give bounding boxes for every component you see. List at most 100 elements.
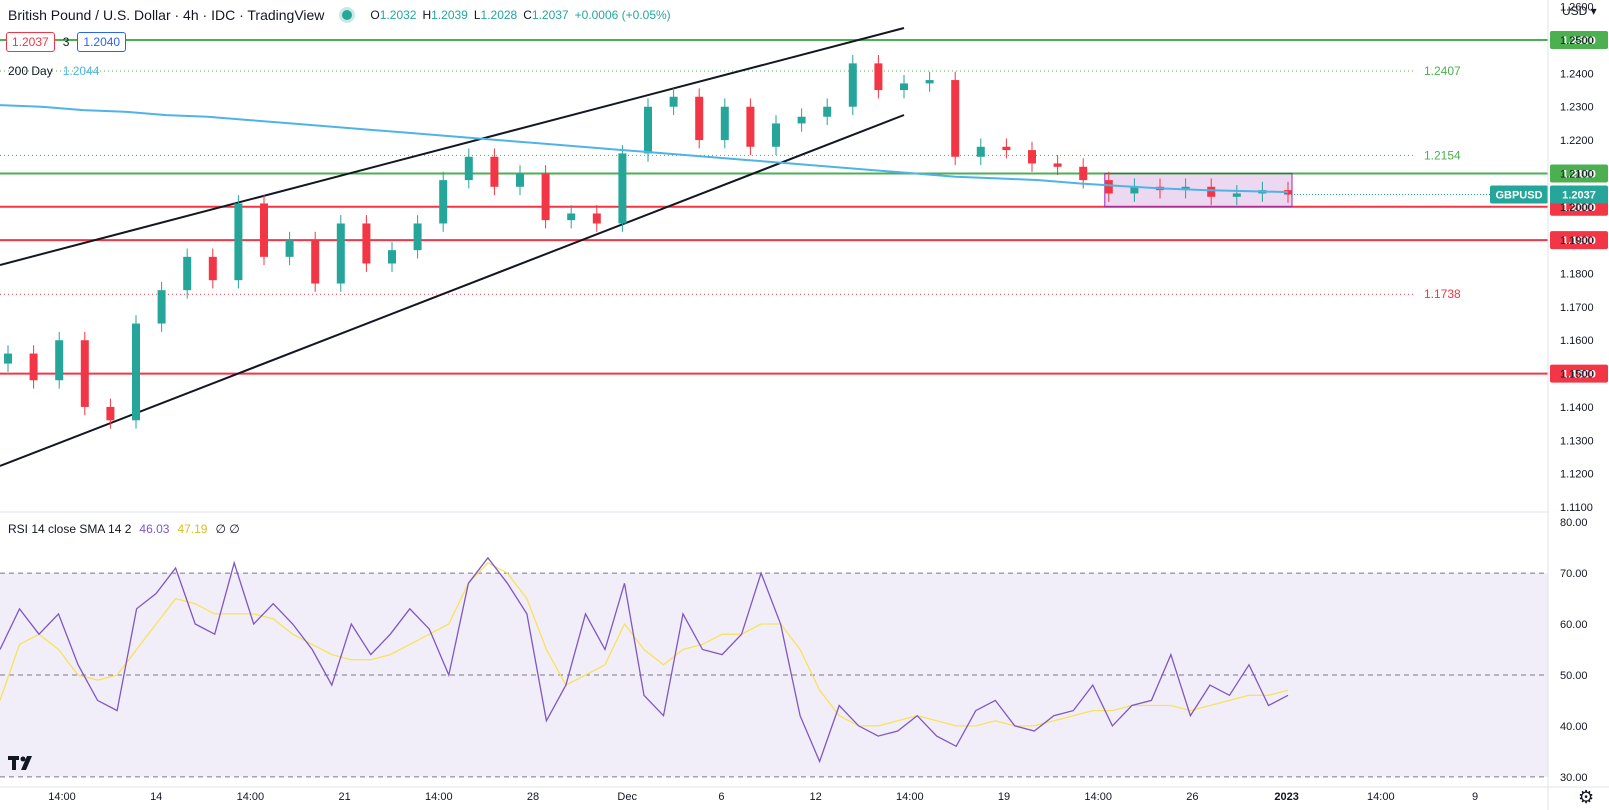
candle-body (157, 290, 166, 324)
candle-body (592, 213, 601, 224)
candle-body (106, 406, 115, 421)
candle-body (464, 156, 473, 181)
trade-badges: 1.2037 3 1.2040 (6, 32, 127, 52)
price-tick-label: 1.1200 (1560, 469, 1594, 481)
sell-button[interactable]: 1.2037 (6, 32, 55, 52)
candle-body (132, 323, 140, 421)
rsi-tick-label: 60.00 (1560, 619, 1588, 631)
price-tick-label: 1.1500 (1560, 369, 1594, 381)
time-tick-label: 19 (998, 791, 1010, 803)
candle-body (976, 146, 985, 157)
ohlc-high: H1.2039 (422, 8, 468, 22)
dotted-level-label: 1.2154 (1424, 148, 1461, 162)
candle-body (1130, 186, 1139, 194)
rsi-sma-line (0, 562, 1289, 727)
rsi-value: 46.03 (139, 522, 170, 536)
gear-icon[interactable]: ⚙ (1578, 787, 1595, 807)
price-tick-label: 1.1900 (1560, 235, 1594, 247)
rsi-legend: RSI 14 close SMA 14 2 46.03 47.19 ∅ ∅ (8, 522, 240, 536)
price-tick-label: 1.1800 (1560, 269, 1594, 281)
trend-channel (0, 27, 905, 467)
candle-body (874, 63, 883, 91)
currency-selector[interactable]: USD ▾ (1562, 4, 1597, 18)
lower-trendline (0, 114, 905, 467)
time-tick-label: 2023 (1274, 791, 1298, 803)
rsi-tick-label: 80.00 (1560, 517, 1588, 529)
price-tick-label: 1.2500 (1560, 35, 1594, 47)
candle-body (1284, 190, 1292, 195)
ohlc-change: +0.0006 (+0.05%) (574, 8, 671, 22)
last-price-label-bg (1550, 185, 1608, 204)
candle-body (925, 80, 934, 84)
symbol-label-bg (1490, 185, 1548, 204)
time-tick-label: 14:00 (1367, 791, 1395, 803)
price-tick-label: 1.2000 (1560, 202, 1594, 214)
level-label-bg (1550, 31, 1608, 50)
time-tick-label: Dec (617, 791, 637, 803)
price-tick-label: 1.2200 (1560, 135, 1594, 147)
candle-body (183, 256, 192, 291)
dotted-level-label: 1.2407 (1424, 64, 1461, 78)
time-tick-label: 6 (718, 791, 724, 803)
candle-body (311, 240, 320, 284)
level-label-bg (1550, 164, 1608, 183)
rsi-grid (0, 572, 1548, 778)
level-label: 1.2500 (1562, 35, 1596, 47)
candle-body (413, 223, 422, 251)
buy-button[interactable]: 1.2040 (77, 32, 127, 52)
candle-body (388, 250, 396, 264)
time-tick-label: 14:00 (48, 791, 76, 803)
ohlc-open: O1.2032 (370, 8, 417, 22)
time-tick-label: 14:00 (425, 791, 453, 803)
candle-body (951, 80, 960, 157)
candle-body (772, 123, 780, 147)
ma-legend: 200 Day 1.2044 (8, 64, 99, 78)
candle-body (1053, 163, 1062, 167)
ma-value: 1.2044 (62, 64, 100, 78)
candle-body (695, 96, 704, 141)
time-tick-label: 28 (527, 791, 539, 803)
series-lines (0, 104, 1289, 764)
upper-trendline (0, 27, 905, 266)
ohlc-readout: O1.2032 H1.2039 L1.2028 C1.2037 +0.0006 … (370, 8, 670, 22)
candle-body (644, 106, 652, 154)
chart-legend: British Pound / U.S. Dollar · 4h · IDC ·… (8, 7, 671, 23)
level-label: 1.1900 (1562, 235, 1596, 247)
price-tick-label: 1.1100 (1560, 502, 1593, 514)
candle-body (490, 156, 499, 187)
price-tick-label: 1.1600 (1560, 335, 1594, 347)
horizontal-levels: 1.2500 1.2100 1.2000 1.1900 1.1500 1.2407 1.21… (0, 31, 1608, 383)
price-tick-label: 1.2100 (1560, 168, 1594, 180)
price-tick-label: 1.2600 (1560, 2, 1594, 14)
candle-body (260, 203, 268, 257)
rsi-tick-label: 30.00 (1560, 772, 1588, 784)
candle-body (618, 153, 627, 224)
candle-body (1002, 146, 1011, 151)
candle-body (797, 116, 806, 124)
rsi-sma-value: 47.19 (177, 522, 208, 536)
rsi-tick-label: 70.00 (1560, 568, 1588, 580)
market-status-icon (342, 10, 353, 20)
level-label: 1.2000 (1562, 202, 1596, 214)
ma-label: 200 Day (8, 64, 53, 78)
candle-body (720, 106, 729, 141)
last-price-label: 1.2037 (1562, 189, 1596, 201)
candle-body (1232, 193, 1241, 197)
candle-body (1028, 150, 1036, 164)
time-tick-label: 14:00 (237, 791, 265, 803)
candle-body (848, 63, 857, 107)
candle-body (4, 353, 12, 364)
time-tick-label: 26 (1186, 791, 1198, 803)
time-tick-label: 14:00 (1084, 791, 1112, 803)
rsi-label: RSI 14 close SMA 14 2 (8, 522, 132, 536)
time-tick-label: 14 (150, 791, 162, 803)
time-tick-label: 9 (1472, 791, 1478, 803)
candle-body (1104, 180, 1113, 194)
price-tick-label: 1.2400 (1560, 68, 1594, 80)
candle-body (823, 106, 832, 117)
level-label: 1.2100 (1562, 168, 1596, 180)
candle-body (439, 180, 448, 224)
candle-body (746, 106, 755, 147)
